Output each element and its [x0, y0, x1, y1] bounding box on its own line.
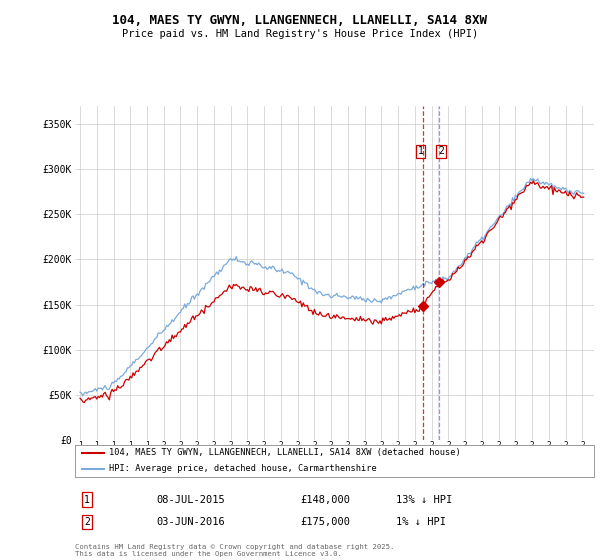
- Text: 2: 2: [438, 146, 444, 156]
- Text: 08-JUL-2015: 08-JUL-2015: [156, 494, 225, 505]
- Text: £148,000: £148,000: [300, 494, 350, 505]
- Text: HPI: Average price, detached house, Carmarthenshire: HPI: Average price, detached house, Carm…: [109, 464, 376, 473]
- Text: £175,000: £175,000: [300, 517, 350, 527]
- Text: 1: 1: [418, 146, 424, 156]
- Text: 2: 2: [84, 517, 90, 527]
- Text: 13% ↓ HPI: 13% ↓ HPI: [396, 494, 452, 505]
- Text: 03-JUN-2016: 03-JUN-2016: [156, 517, 225, 527]
- Text: Contains HM Land Registry data © Crown copyright and database right 2025.
This d: Contains HM Land Registry data © Crown c…: [75, 544, 394, 557]
- Text: Price paid vs. HM Land Registry's House Price Index (HPI): Price paid vs. HM Land Registry's House …: [122, 29, 478, 39]
- Text: 1% ↓ HPI: 1% ↓ HPI: [396, 517, 446, 527]
- Text: 104, MAES TY GWYN, LLANGENNECH, LLANELLI, SA14 8XW (detached house): 104, MAES TY GWYN, LLANGENNECH, LLANELLI…: [109, 448, 460, 457]
- Text: 104, MAES TY GWYN, LLANGENNECH, LLANELLI, SA14 8XW: 104, MAES TY GWYN, LLANGENNECH, LLANELLI…: [113, 14, 487, 27]
- Text: 1: 1: [84, 494, 90, 505]
- Bar: [438, 106, 439, 440]
